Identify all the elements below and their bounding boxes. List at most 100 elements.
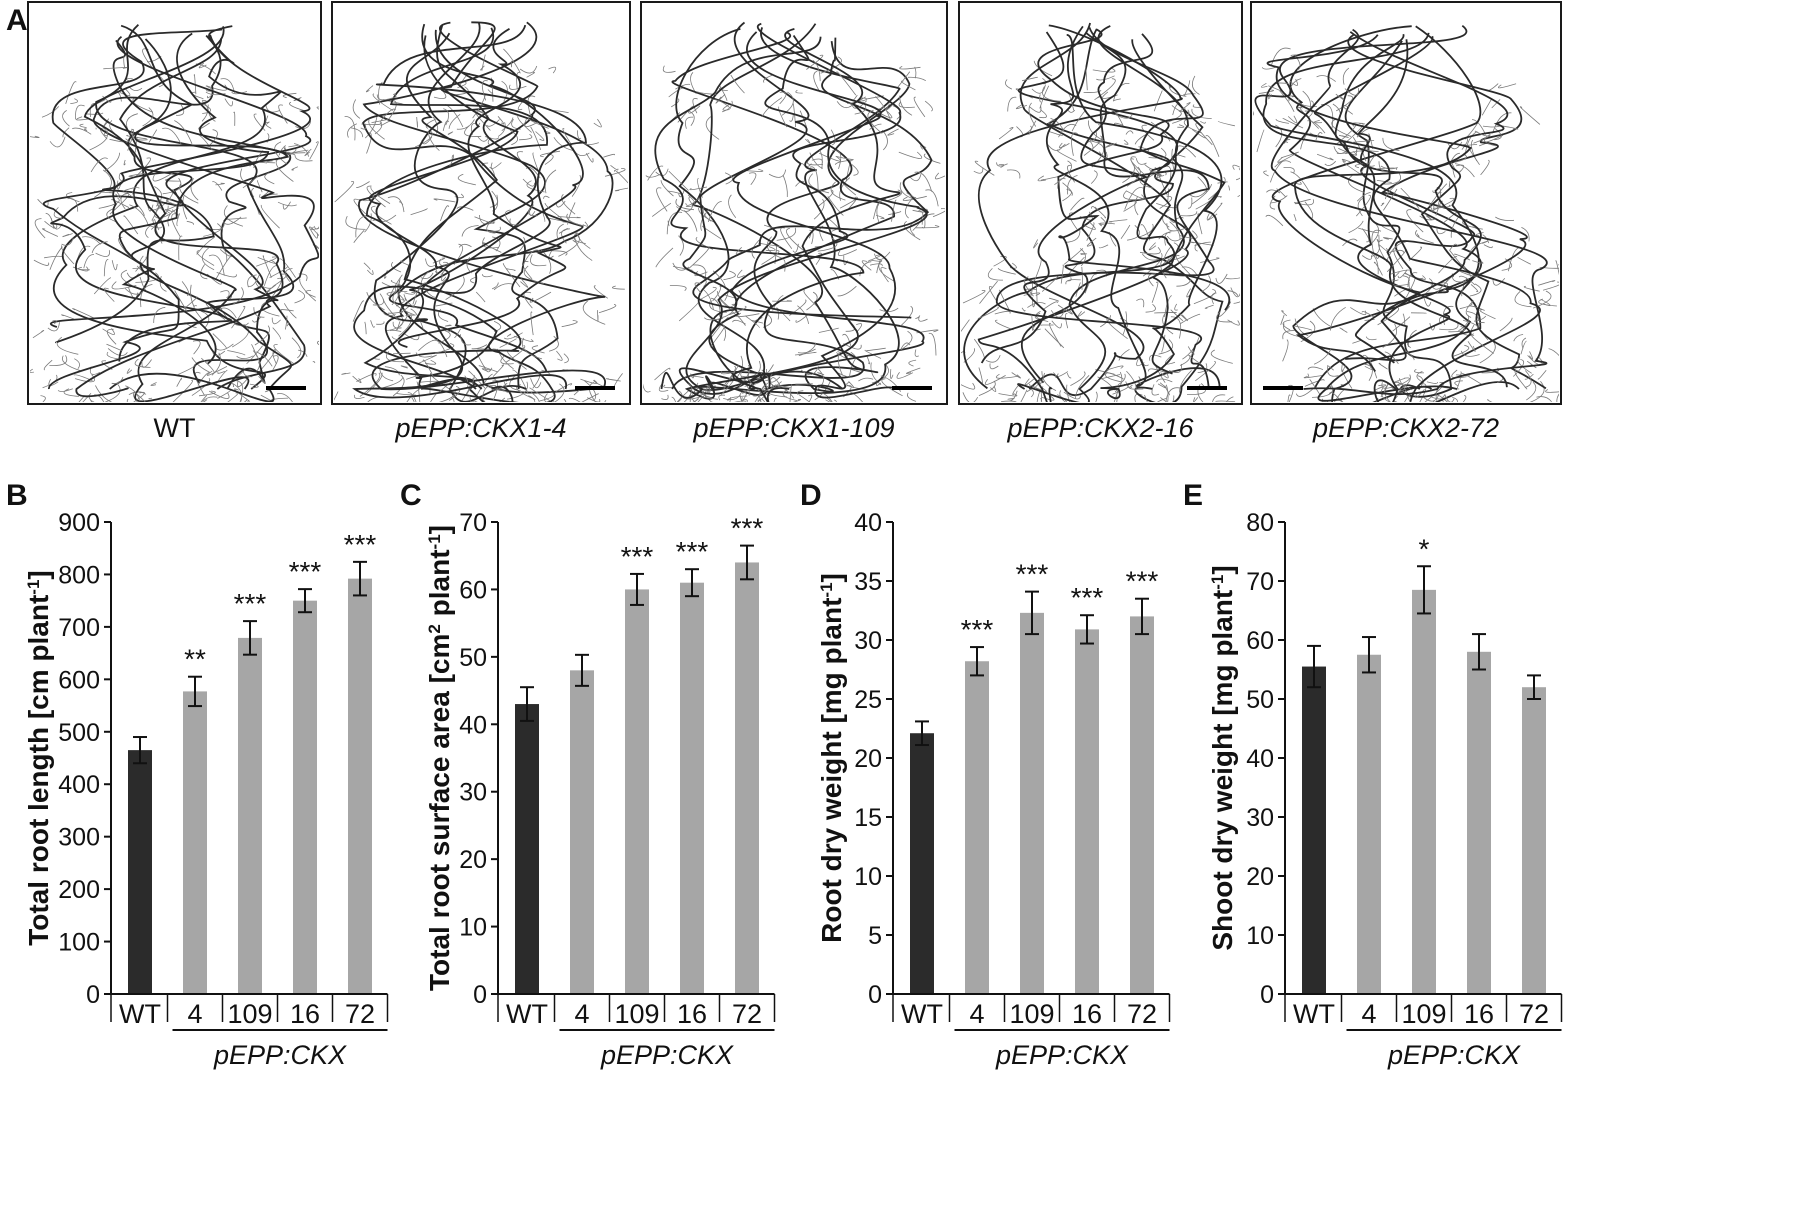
y-tick-label: 70 [1246,568,1274,596]
y-tick-label: 30 [1246,804,1274,832]
y-tick-label: 20 [459,846,487,874]
x-category-label: 72 [1519,999,1549,1029]
y-tick-label: 400 [58,771,100,799]
error-bar [1080,614,1094,645]
panel-letter-b: B [6,479,28,512]
x-category-label: 4 [1361,999,1376,1029]
bar-109 [1020,612,1044,994]
bar-16 [680,582,704,994]
group-label: pEPP:CKX [995,1040,1129,1070]
significance-marker: * [1419,533,1430,564]
significance-marker: *** [731,513,764,544]
y-tick-label: 30 [459,779,487,807]
bar-WT [910,733,934,994]
y-tick-label: 800 [58,561,100,589]
significance-marker: *** [1016,559,1049,590]
x-category-label: 109 [227,999,272,1029]
error-bar [243,620,257,656]
error-bar [1472,633,1486,671]
x-category-label: 4 [969,999,984,1029]
y-tick-label: 10 [459,914,487,942]
error-bar [1025,590,1039,636]
y-tick-label: 100 [58,929,100,957]
y-tick-label: 20 [1246,863,1274,891]
panel-letter-e: E [1183,479,1203,512]
x-category-label: 72 [345,999,375,1029]
y-tick-label: 50 [459,644,487,672]
root-system-drawing [30,24,319,402]
image-label: WT [154,413,196,443]
y-axis-label: Root dry weight [mg plant-1] [816,573,847,943]
significance-marker: *** [961,614,994,645]
root-system-drawing [961,22,1240,402]
error-bar [133,736,147,765]
error-bar [1135,597,1149,636]
image-frame [27,1,322,405]
image-label: pEPP:CKX2-72 [1312,413,1499,443]
group-label: pEPP:CKX [1387,1040,1521,1070]
x-category-label: 16 [290,999,320,1029]
error-bar [915,720,929,747]
group-label: pEPP:CKX [600,1040,734,1070]
bar-16 [1075,629,1099,994]
y-tick-label: 25 [854,686,882,714]
significance-marker: *** [1071,582,1104,613]
error-bar [1362,636,1376,674]
y-tick-label: 5 [868,922,882,950]
y-tick-label: 10 [854,863,882,891]
bar-4 [570,670,594,994]
bar-109 [1412,589,1436,994]
y-axis-label: Total root surface area [cm2 plant-1] [424,525,455,991]
panel-letter-d: D [800,479,822,512]
y-tick-label: 10 [1246,922,1274,950]
chart-b: B 0 100 200 300 400 500 600 700 800 900 Total root … [6,479,389,1070]
y-tick-label: 500 [58,719,100,747]
panel-a-root-images: A WT pEPP:CKX1-4 pEPP:CKX1-109 pEPP:CKX2-16… [6,1,1562,443]
root-system-drawing [334,21,628,402]
significance-marker: *** [344,529,377,560]
error-bar [970,646,984,677]
root-image-2: pEPP:CKX1-4 [331,1,631,443]
image-label: pEPP:CKX2-16 [1006,413,1194,443]
y-tick-label: 0 [86,981,100,1009]
y-tick-label: 50 [1246,686,1274,714]
significance-marker: *** [1126,566,1159,597]
y-tick-label: 15 [854,804,882,832]
bar-16 [1467,651,1491,994]
error-bar [353,560,367,597]
bar-109 [238,637,262,994]
y-tick-label: 900 [58,509,100,537]
root-image-3: pEPP:CKX1-109 [640,1,948,443]
root-image-4: pEPP:CKX2-16 [958,1,1243,443]
x-category-label: 16 [1464,999,1494,1029]
image-label: pEPP:CKX1-109 [692,413,894,443]
y-tick-label: 0 [1260,981,1274,1009]
root-system-drawing [643,21,945,402]
y-tick-label: 60 [1246,627,1274,655]
error-bar [1527,674,1541,700]
root-image-5: pEPP:CKX2-72 [1250,1,1562,443]
error-bar [630,572,644,606]
bar-WT [1302,666,1326,994]
chart-e: E 0 10 20 30 40 50 60 70 80 Shoot dry weight [mg p… [1183,479,1563,1070]
error-bar [188,675,202,708]
x-category-label: 72 [732,999,762,1029]
x-category-label: 4 [187,999,202,1029]
bar-16 [293,600,317,994]
error-bar [575,653,589,687]
y-tick-label: 60 [459,576,487,604]
y-tick-label: 700 [58,614,100,642]
significance-marker: *** [676,536,709,567]
error-bar [1307,644,1321,689]
image-label: pEPP:CKX1-4 [394,413,566,443]
x-category-label: 109 [1401,999,1446,1029]
x-category-label: 72 [1127,999,1157,1029]
image-frame [958,1,1243,405]
panel-letter-a: A [6,4,28,37]
x-category-label: 16 [1072,999,1102,1029]
error-bar [685,568,699,598]
bar-72 [1522,687,1546,994]
y-tick-label: 40 [854,509,882,537]
